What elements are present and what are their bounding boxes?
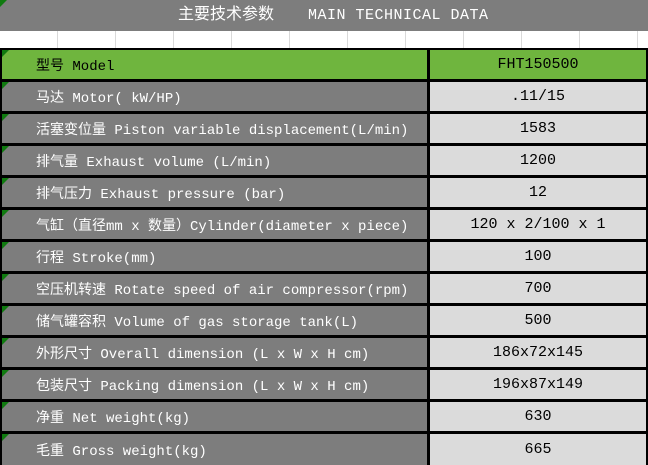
spec-label-cell: 净重 Net weight(kg) (2, 402, 430, 431)
spec-table: 型号 Model FHT150500 马达 Motor( kW/HP) .11/… (0, 48, 648, 465)
spec-value: 12 (528, 184, 547, 201)
corner-flag-icon (2, 146, 9, 153)
spec-label: 行程 Stroke(mm) (36, 250, 157, 267)
spec-label-cell: 气缸（直径mm x 数量）Cylinder(diameter x piece) (2, 210, 430, 239)
spec-value-cell: 196x87x149 (430, 370, 646, 399)
corner-flag-icon (2, 210, 9, 217)
spec-label-cell: 行程 Stroke(mm) (2, 242, 430, 271)
spec-value: 700 (524, 280, 552, 297)
spec-value: 630 (524, 408, 552, 425)
spec-label-cell: 毛重 Gross weight(kg) (2, 434, 430, 465)
corner-flag-icon (2, 178, 9, 185)
table-row: 排气压力 Exhaust pressure (bar) 12 (2, 178, 646, 207)
spec-value-cell: 100 (430, 242, 646, 271)
spec-value-cell: 500 (430, 306, 646, 335)
spec-value-cell: .11/15 (430, 82, 646, 111)
spec-value-cell: 12 (430, 178, 646, 207)
corner-flag-icon (2, 82, 9, 89)
spec-label-cell: 型号 Model (2, 50, 430, 79)
spec-value: 500 (524, 312, 552, 329)
spec-value-cell: 120 x 2/100 x 1 (430, 210, 646, 239)
spec-value: 1200 (519, 152, 556, 169)
spec-label-cell: 马达 Motor( kW/HP) (2, 82, 430, 111)
table-row: 马达 Motor( kW/HP) .11/15 (2, 82, 646, 111)
spec-value-cell: 665 (430, 434, 646, 465)
corner-flag-icon (2, 338, 9, 345)
table-row: 活塞变位量 Piston variable displacement(L/min… (2, 114, 646, 143)
spec-value-cell: 1583 (430, 114, 646, 143)
corner-flag-icon (2, 306, 9, 313)
spec-label: 型号 Model (36, 58, 115, 75)
table-row: 储气罐容积 Volume of gas storage tank(L) 500 (2, 306, 646, 335)
spec-value-cell: 630 (430, 402, 646, 431)
spec-value-cell: 186x72x145 (430, 338, 646, 367)
page-title-zh: 主要技术参数 (178, 6, 275, 24)
spec-value: 100 (524, 248, 552, 265)
table-row: 排气量 Exhaust volume (L/min) 1200 (2, 146, 646, 175)
corner-flag-icon (2, 242, 9, 249)
table-row: 毛重 Gross weight(kg) 665 (2, 434, 646, 465)
spec-label: 包装尺寸 Packing dimension (L x W x H cm) (36, 378, 370, 395)
table-row: 行程 Stroke(mm) 100 (2, 242, 646, 271)
spec-label: 气缸（直径mm x 数量）Cylinder(diameter x piece) (36, 218, 409, 235)
table-row: 外形尺寸 Overall dimension (L x W x H cm) 18… (2, 338, 646, 367)
spec-label-cell: 包装尺寸 Packing dimension (L x W x H cm) (2, 370, 430, 399)
corner-flag-icon (2, 274, 9, 281)
table-title-bar: 主要技术参数 MAIN TECHNICAL DATA (0, 0, 648, 31)
spec-value-cell: FHT150500 (430, 50, 646, 79)
sheet-gridline-strip (0, 31, 648, 48)
spec-label-cell: 储气罐容积 Volume of gas storage tank(L) (2, 306, 430, 335)
spec-label-cell: 外形尺寸 Overall dimension (L x W x H cm) (2, 338, 430, 367)
spec-value: 120 x 2/100 x 1 (470, 216, 606, 233)
spec-label: 净重 Net weight(kg) (36, 410, 191, 427)
table-row: 型号 Model FHT150500 (2, 50, 646, 79)
spec-value: 196x87x149 (492, 376, 583, 393)
corner-flag-icon (2, 114, 9, 121)
spec-label: 马达 Motor( kW/HP) (36, 90, 182, 107)
table-row: 包装尺寸 Packing dimension (L x W x H cm) 19… (2, 370, 646, 399)
spec-label-cell: 排气压力 Exhaust pressure (bar) (2, 178, 430, 207)
corner-flag-icon (2, 402, 9, 409)
spec-value-cell: 1200 (430, 146, 646, 175)
spec-label-cell: 空压机转速 Rotate speed of air compressor(rpm… (2, 274, 430, 303)
table-row: 净重 Net weight(kg) 630 (2, 402, 646, 431)
page-title-en: MAIN TECHNICAL DATA (308, 7, 489, 24)
corner-flag-icon (2, 370, 9, 377)
spec-label-cell: 活塞变位量 Piston variable displacement(L/min… (2, 114, 430, 143)
spec-label: 外形尺寸 Overall dimension (L x W x H cm) (36, 346, 370, 363)
table-row: 气缸（直径mm x 数量）Cylinder(diameter x piece) … (2, 210, 646, 239)
spec-value-cell: 700 (430, 274, 646, 303)
corner-flag-icon (0, 0, 7, 7)
spec-label: 空压机转速 Rotate speed of air compressor(rpm… (36, 282, 409, 299)
spec-label: 排气压力 Exhaust pressure (bar) (36, 186, 286, 203)
spec-value: 1583 (519, 120, 556, 137)
table-row: 空压机转速 Rotate speed of air compressor(rpm… (2, 274, 646, 303)
spec-value: FHT150500 (497, 56, 579, 73)
corner-flag-icon (2, 434, 9, 441)
spec-label-cell: 排气量 Exhaust volume (L/min) (2, 146, 430, 175)
spec-value: 665 (524, 441, 552, 458)
spec-value: .11/15 (510, 88, 565, 105)
corner-flag-icon (2, 50, 9, 57)
spec-label: 储气罐容积 Volume of gas storage tank(L) (36, 314, 359, 331)
spec-value: 186x72x145 (492, 344, 583, 361)
spec-label: 活塞变位量 Piston variable displacement(L/min… (36, 122, 409, 139)
spec-label: 排气量 Exhaust volume (L/min) (36, 154, 272, 171)
spec-label: 毛重 Gross weight(kg) (36, 443, 207, 460)
